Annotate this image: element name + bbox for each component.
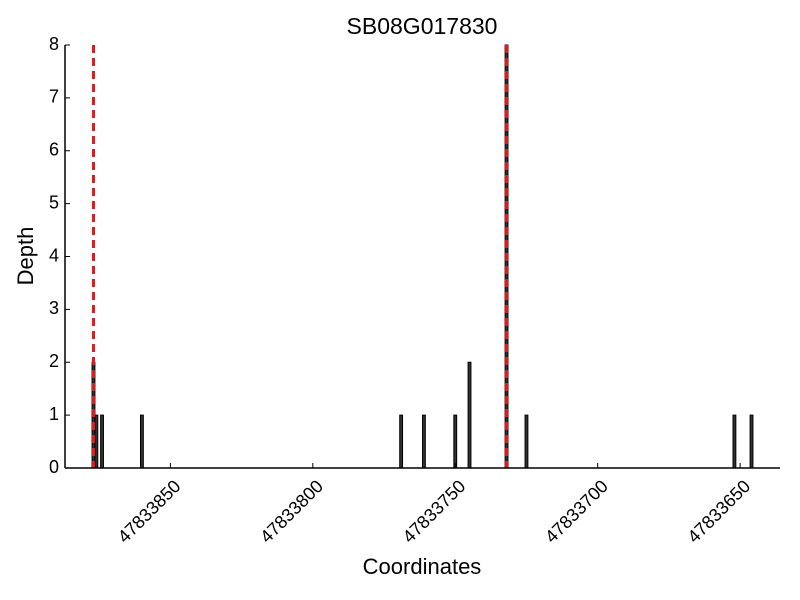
bar <box>100 414 104 469</box>
bar <box>749 414 754 469</box>
bar <box>399 414 404 469</box>
x-axis-label: Coordinates <box>363 554 482 579</box>
y-tick-label: 4 <box>49 245 59 265</box>
y-tick-label: 1 <box>49 404 59 424</box>
y-tick-label: 3 <box>49 298 59 318</box>
bar <box>139 414 144 469</box>
bar <box>422 414 426 469</box>
bar <box>453 414 458 469</box>
bar <box>467 361 472 469</box>
x-tick-label: 47833650 <box>684 476 755 547</box>
bar <box>524 414 529 469</box>
x-tick-label: 47833850 <box>114 476 185 547</box>
bar <box>94 414 99 469</box>
chart-title: SB08G017830 <box>347 13 498 39</box>
y-tick-label: 7 <box>49 87 59 107</box>
bar <box>732 414 737 469</box>
y-axis-label: Depth <box>13 227 38 286</box>
x-tick-label: 47833800 <box>256 476 327 547</box>
x-tick-label: 47833700 <box>541 476 612 547</box>
y-tick-label: 0 <box>49 457 59 477</box>
y-tick-label: 8 <box>49 34 59 54</box>
y-tick-label: 6 <box>49 140 59 160</box>
x-tick-label: 47833750 <box>399 476 470 547</box>
y-tick-label: 2 <box>49 351 59 371</box>
y-tick-label: 5 <box>49 192 59 212</box>
